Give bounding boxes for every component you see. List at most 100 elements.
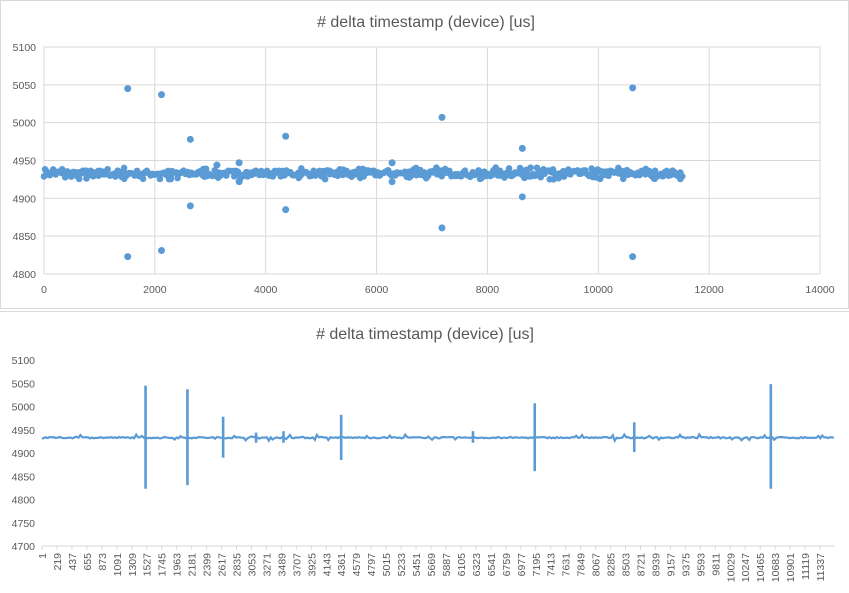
data-point: [61, 174, 69, 181]
chart-title: # delta timestamp (device) [us]: [317, 14, 535, 31]
data-point: [174, 174, 181, 182]
data-point: [537, 173, 545, 181]
data-point: [575, 167, 582, 175]
x-tick-label: 8067: [591, 553, 603, 577]
y-tick-label: 4950: [13, 156, 37, 168]
x-tick-label: 8285: [606, 553, 618, 577]
x-tick-label: 8721: [635, 553, 647, 577]
x-tick-label: 1963: [172, 553, 184, 577]
outlier-point: [158, 247, 166, 255]
data-point: [87, 171, 95, 179]
data-point: [659, 172, 666, 180]
y-tick-label: 4850: [13, 231, 37, 243]
data-point: [549, 166, 557, 173]
data-point: [600, 168, 607, 175]
data-point: [230, 173, 238, 180]
data-point: [49, 166, 57, 173]
data-point: [532, 172, 539, 179]
y-tick-label: 5100: [12, 355, 36, 367]
x-tick-label: 4143: [321, 553, 333, 577]
data-point: [299, 168, 307, 176]
x-tick-label: 3053: [246, 553, 258, 577]
data-point: [345, 171, 352, 179]
x-tick-label: 7849: [576, 553, 588, 577]
x-tick-label: 3271: [261, 553, 273, 577]
data-point: [167, 173, 175, 180]
data-point: [540, 165, 547, 173]
data-point: [184, 169, 192, 176]
x-tick-label: 6977: [516, 553, 528, 577]
y-tick-label: 5050: [13, 80, 37, 92]
data-point: [546, 175, 554, 183]
x-tick-label: 7195: [531, 553, 543, 577]
y-tick-label: 4900: [12, 448, 36, 460]
outlier-point: [235, 178, 243, 186]
data-point: [559, 167, 567, 175]
data-point: [533, 164, 541, 172]
data-point: [526, 172, 534, 179]
data-point: [405, 168, 413, 176]
data-point: [610, 169, 618, 176]
x-tick-label: 6541: [486, 553, 498, 577]
x-tick-label: 10247: [740, 553, 752, 582]
x-tick-label: 10000: [584, 284, 613, 296]
chart-title: # delta timestamp (device) [us]: [316, 326, 534, 343]
x-tick-label: 8000: [476, 284, 500, 296]
x-tick-label: 2835: [232, 553, 244, 577]
data-point: [389, 171, 396, 179]
x-tick-label: 6000: [365, 284, 389, 296]
outlier-point: [629, 253, 637, 261]
x-tick-label: 6323: [471, 553, 483, 577]
x-tick-label: 4361: [336, 553, 348, 577]
outlier-point: [186, 202, 194, 210]
outlier-point: [438, 113, 446, 121]
x-tick-label: 4579: [351, 553, 363, 577]
data-point: [74, 172, 81, 180]
x-axis-ticks: 0 2000 4000 6000 8000 10000 12000 14000: [41, 284, 835, 296]
outlier-point: [388, 178, 396, 186]
outlier-point: [518, 193, 526, 201]
data-point: [106, 172, 114, 179]
x-tick-label: 2000: [143, 284, 167, 296]
data-point: [593, 174, 600, 181]
x-tick-label: 6759: [501, 553, 513, 577]
data-point: [640, 169, 648, 176]
outlier-point: [124, 253, 132, 261]
outlier-point: [629, 84, 637, 92]
plot-area: [41, 384, 834, 489]
y-tick-label: 4750: [12, 518, 36, 530]
x-tick-label: 2399: [202, 553, 214, 577]
x-tick-label: 9157: [665, 553, 677, 577]
x-tick-label: 1527: [142, 553, 154, 577]
x-tick-label: 2181: [187, 553, 199, 577]
y-tick-label: 5050: [12, 378, 36, 390]
data-point: [384, 167, 392, 174]
x-tick-label: 4000: [254, 284, 278, 296]
x-tick-label: 3925: [306, 553, 318, 577]
y-tick-label: 5000: [13, 118, 37, 130]
plot-area: [40, 84, 686, 261]
data-point: [503, 169, 511, 177]
x-tick-label: 2617: [217, 553, 229, 577]
x-tick-label: 5669: [426, 553, 438, 577]
x-tick-label: 219: [52, 553, 64, 571]
outlier-point: [158, 91, 166, 99]
data-point: [522, 166, 530, 174]
data-point: [592, 168, 600, 175]
x-tick-label: 6105: [456, 553, 468, 577]
x-tick-label: 1: [37, 553, 49, 559]
outlier-point: [518, 144, 526, 152]
data-point: [422, 174, 430, 182]
data-point: [510, 169, 518, 177]
data-point: [201, 173, 208, 181]
y-tick-label: 4900: [13, 193, 37, 205]
data-point: [614, 164, 622, 172]
data-point: [254, 168, 261, 176]
x-tick-label: 10901: [785, 553, 797, 582]
data-point: [173, 169, 180, 176]
data-point: [516, 164, 524, 172]
x-tick-label: 5887: [441, 553, 453, 577]
x-axis-ticks: 1 219 437 655 873 1091 1309 1527 1745 1963 2181 239…: [37, 545, 835, 582]
data-point: [371, 171, 379, 179]
outlier-point: [213, 161, 221, 169]
